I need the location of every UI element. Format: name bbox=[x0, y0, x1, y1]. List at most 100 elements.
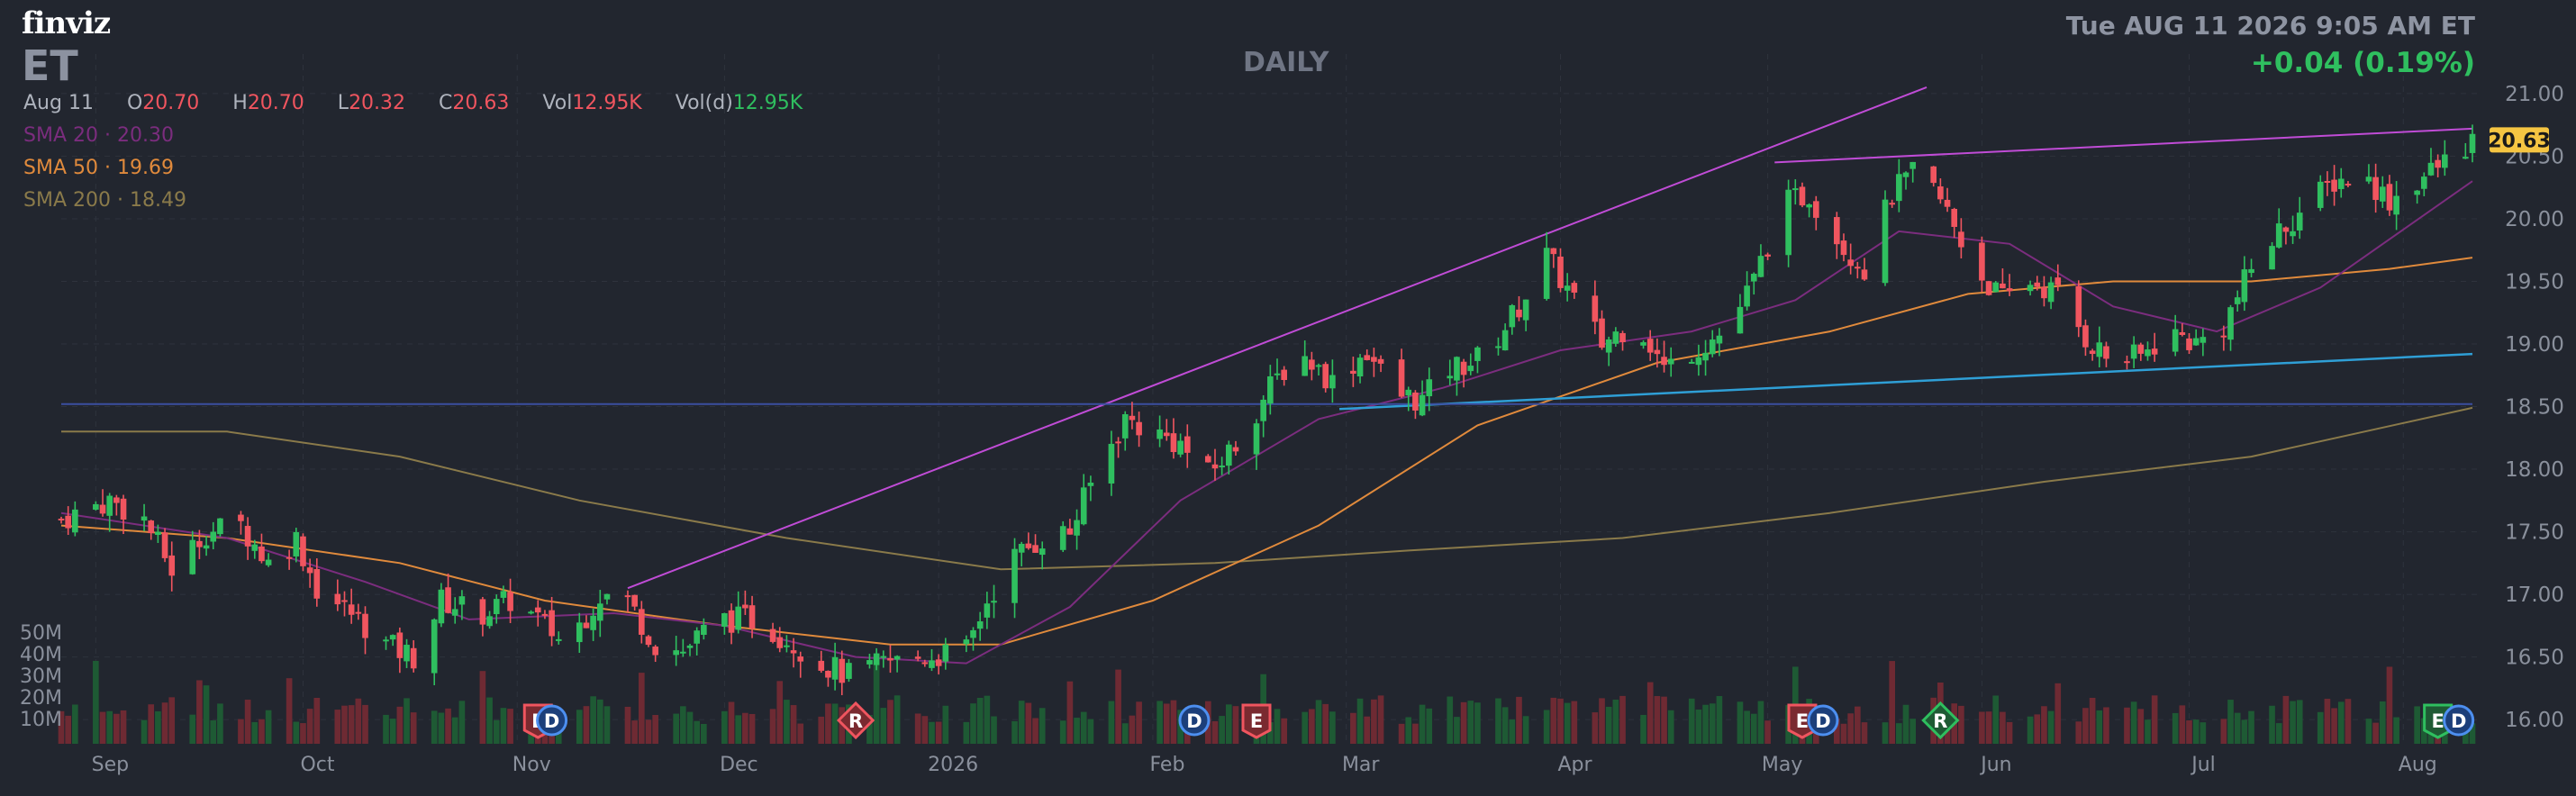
candle-body bbox=[2469, 133, 2476, 153]
candle-body bbox=[1882, 199, 1889, 284]
event-marker-label: D bbox=[1815, 710, 1830, 732]
volume-bar bbox=[404, 698, 410, 744]
candle-body bbox=[1260, 399, 1266, 421]
candle-body bbox=[1944, 199, 1951, 207]
dividend-marker[interactable] bbox=[1807, 704, 1839, 737]
candle-body bbox=[735, 606, 742, 630]
volume-bar bbox=[1074, 718, 1080, 744]
volume-bar bbox=[451, 717, 458, 744]
candle-body bbox=[1564, 285, 1571, 291]
dividend-marker[interactable] bbox=[2443, 704, 2475, 737]
volume-bar bbox=[155, 710, 161, 744]
candle-body bbox=[404, 645, 410, 662]
volume-bar bbox=[1405, 717, 1412, 744]
sma20-legend[interactable]: SMA 20 · 20.30 bbox=[23, 124, 174, 147]
volume-bar bbox=[583, 706, 590, 744]
candle-body bbox=[2200, 337, 2207, 343]
candle-body bbox=[1322, 364, 1329, 389]
volume-bar bbox=[1882, 722, 1889, 744]
candle-body bbox=[2089, 350, 2096, 355]
event-marker-label: E bbox=[1250, 710, 1263, 732]
sma50-legend[interactable]: SMA 50 · 19.69 bbox=[23, 157, 174, 179]
candle-body bbox=[2269, 246, 2275, 270]
volume-bar bbox=[486, 697, 493, 744]
volume-bar bbox=[120, 710, 127, 744]
candle-body bbox=[1951, 208, 1958, 227]
sma50-label: SMA 50 bbox=[23, 157, 98, 179]
volume-bar bbox=[1350, 712, 1356, 744]
candle-body bbox=[1253, 423, 1260, 455]
candle-body bbox=[1550, 248, 1557, 255]
candle-body bbox=[2130, 344, 2137, 359]
volume-bar bbox=[645, 719, 652, 744]
volume-bar bbox=[624, 706, 631, 744]
revision-marker[interactable] bbox=[1921, 701, 1960, 740]
volume-bar bbox=[1115, 669, 1121, 744]
dividend-marker[interactable] bbox=[1178, 704, 1211, 737]
candle-body bbox=[72, 509, 78, 533]
candle-body bbox=[935, 659, 942, 666]
event-marker-label: R bbox=[1933, 710, 1947, 732]
volume-bar bbox=[389, 719, 396, 744]
volume-bar bbox=[2006, 721, 2013, 744]
sma200-value: 18.49 bbox=[129, 189, 186, 212]
candle-body bbox=[624, 595, 631, 598]
volume-bar bbox=[65, 715, 71, 744]
candle-body bbox=[1018, 543, 1025, 553]
candle-body bbox=[1412, 392, 1419, 411]
volume-bar bbox=[1564, 702, 1571, 744]
resistance-trendline bbox=[1774, 127, 2473, 164]
candle-body bbox=[1847, 259, 1854, 267]
volume-bar bbox=[1654, 696, 1661, 744]
volume-bar bbox=[445, 708, 451, 744]
candle-body bbox=[479, 599, 486, 625]
candle-body bbox=[1599, 318, 1605, 348]
volume-bar bbox=[1495, 698, 1501, 744]
candle-body bbox=[1108, 443, 1115, 484]
candle-body bbox=[528, 611, 534, 614]
candle-body bbox=[1985, 281, 1992, 295]
volume-bar bbox=[825, 703, 831, 744]
volume-bar bbox=[348, 705, 355, 744]
finviz-logo[interactable]: finviz bbox=[22, 5, 111, 41]
dividend-marker[interactable] bbox=[536, 704, 568, 737]
candle-body bbox=[631, 594, 638, 607]
candle-body bbox=[1855, 267, 1861, 269]
candle-body bbox=[1646, 339, 1654, 353]
volume-bar bbox=[72, 704, 78, 744]
candle-body bbox=[2248, 268, 2254, 274]
volume-bar bbox=[748, 713, 756, 744]
volume-bar bbox=[1080, 711, 1087, 744]
last-price-badge bbox=[2490, 127, 2549, 153]
volume-bar bbox=[1156, 701, 1163, 744]
event-marker-label: D bbox=[544, 710, 559, 732]
volume-bar bbox=[728, 701, 735, 744]
x-tick-label: Oct bbox=[300, 754, 334, 776]
volume-bar bbox=[265, 710, 272, 744]
sma20-label: SMA 20 bbox=[23, 124, 98, 147]
event-marker-label: R bbox=[848, 710, 863, 732]
volume-bar bbox=[2227, 700, 2234, 744]
earnings-marker[interactable] bbox=[1241, 703, 1272, 739]
candle-body bbox=[694, 630, 701, 644]
candle-body bbox=[148, 520, 155, 534]
candle-body bbox=[2103, 346, 2109, 359]
volume-bar bbox=[1861, 722, 1868, 744]
volume-bar bbox=[431, 710, 438, 744]
volume-bar bbox=[1737, 701, 1744, 744]
candle-body bbox=[2234, 297, 2241, 304]
sma200-legend[interactable]: SMA 200 · 18.49 bbox=[23, 189, 186, 212]
revision-marker[interactable] bbox=[836, 701, 875, 740]
candle-body bbox=[1447, 375, 1454, 379]
candle-body bbox=[1267, 375, 1274, 404]
candle-body bbox=[1315, 365, 1322, 367]
sma50-line bbox=[60, 257, 2473, 646]
volume-bar bbox=[2296, 700, 2303, 744]
volume-bar bbox=[259, 719, 265, 744]
candle-body bbox=[1039, 548, 1046, 556]
volume-bar bbox=[2179, 705, 2186, 744]
candle-body bbox=[1709, 339, 1716, 355]
volume-bar bbox=[2034, 714, 2041, 744]
